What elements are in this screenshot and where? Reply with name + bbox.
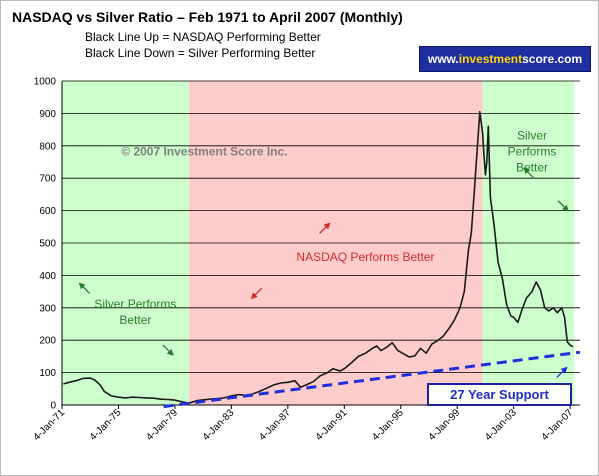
annotation-arrow-6 bbox=[557, 200, 569, 212]
region-label-line: Silver Performs bbox=[94, 297, 176, 311]
region-label-line: NASDAQ Performs Better bbox=[296, 250, 434, 264]
x-tick-label: 4-Jan-91 bbox=[314, 407, 350, 443]
chart-title: NASDAQ vs Silver Ratio – Feb 1971 to Apr… bbox=[12, 9, 403, 25]
x-tick-label: 4-Jan-83 bbox=[201, 407, 237, 443]
y-tick-label: 300 bbox=[39, 303, 56, 314]
region-label-line: Silver bbox=[517, 128, 547, 142]
y-tick-label: 400 bbox=[39, 271, 56, 282]
annotation-arrow-3 bbox=[319, 222, 331, 234]
annotation-arrow-4 bbox=[250, 287, 263, 300]
subtitle-line-2: Black Line Down = Silver Performing Bett… bbox=[85, 46, 315, 60]
ratio-series-line-1 bbox=[63, 111, 574, 404]
watermark-prefix: www. bbox=[427, 52, 459, 66]
y-tick-label: 700 bbox=[39, 174, 56, 185]
region-label-line: Better bbox=[516, 160, 548, 174]
y-tick-label: 200 bbox=[39, 336, 56, 347]
region-label-line: Performs bbox=[508, 144, 557, 158]
x-tick-label: 4-Jan-79 bbox=[144, 407, 180, 443]
y-tick-label: 900 bbox=[39, 109, 56, 120]
y-tick-label: 600 bbox=[39, 206, 56, 217]
region-label-line: Better bbox=[119, 313, 151, 327]
subtitle-line-1: Black Line Up = NASDAQ Performing Better bbox=[85, 30, 321, 44]
annotation-arrow-5 bbox=[523, 167, 535, 179]
watermark-suffix: score.com bbox=[522, 52, 583, 66]
y-tick-label: 800 bbox=[39, 141, 56, 152]
x-tick-label: 4-Jan-07 bbox=[540, 407, 576, 443]
y-tick-label: 1000 bbox=[34, 77, 57, 88]
support-label: 27 Year Support bbox=[450, 387, 549, 402]
copyright-text: © 2007 Investment Score Inc. bbox=[121, 145, 287, 159]
x-tick-label: 4-Jan-71 bbox=[31, 407, 67, 443]
y-tick-label: 100 bbox=[39, 368, 56, 379]
y-tick-label: 0 bbox=[50, 401, 56, 412]
support-label-box: 27 Year Support bbox=[427, 383, 572, 406]
x-tick-label: 4-Jan-95 bbox=[370, 407, 406, 443]
x-tick-label: 4-Jan-75 bbox=[88, 407, 124, 443]
annotation-arrow-2 bbox=[162, 344, 174, 356]
plot-area: 0 100 200 300 400 500 600 700 800 900 1000 4-Jan-71… bbox=[31, 77, 581, 443]
annotation-arrow-1 bbox=[78, 282, 91, 294]
annotation-arrow-7 bbox=[556, 366, 568, 379]
x-tick-label: 4-Jan-87 bbox=[257, 407, 293, 443]
x-tick-label: 4-Jan-03 bbox=[483, 407, 519, 443]
watermark-badge: www. investment score.com bbox=[419, 46, 591, 72]
support-trend-line bbox=[163, 350, 581, 409]
y-tick-label: 500 bbox=[39, 239, 56, 250]
x-tick-label: 4-Jan-99 bbox=[427, 407, 463, 443]
watermark-highlight: investment bbox=[458, 52, 523, 66]
